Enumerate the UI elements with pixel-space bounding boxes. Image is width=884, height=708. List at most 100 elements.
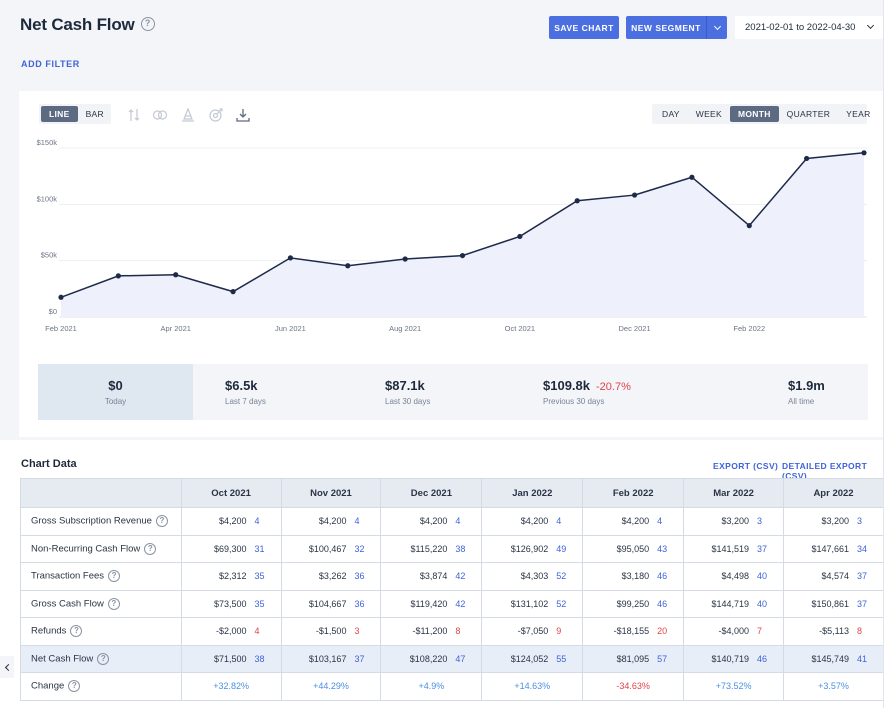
help-icon[interactable]: ?: [107, 597, 120, 610]
stat-today[interactable]: $0 Today: [38, 364, 193, 420]
help-icon[interactable]: ?: [155, 515, 168, 528]
table-cell: $4,200 4: [280, 507, 382, 536]
cell-count-link[interactable]: 32: [354, 543, 365, 554]
cell-count-link[interactable]: 37: [354, 653, 365, 664]
cell-count-link[interactable]: 46: [757, 653, 768, 664]
cell-count-link[interactable]: 8: [857, 626, 863, 637]
cell-count-link[interactable]: 52: [556, 598, 567, 609]
stat-last-30-days[interactable]: $87.1k Last 30 days: [348, 364, 511, 420]
table-header-row: Oct 2021 Nov 2021 Dec 2021 Jan 2022 Feb 2022…: [20, 478, 884, 508]
cell-count-link[interactable]: 3: [354, 626, 360, 637]
change-cell: +73.52%: [683, 672, 785, 701]
cell-count-link[interactable]: 40: [757, 571, 768, 582]
target-icon[interactable]: [208, 107, 224, 123]
cell-count-link[interactable]: 55: [556, 653, 567, 664]
cell-count-link[interactable]: 9: [556, 626, 562, 637]
help-icon[interactable]: ?: [108, 570, 121, 583]
cell-count-link[interactable]: 42: [455, 571, 466, 582]
y-tick-label: $50k: [41, 251, 58, 260]
stat-last-7-days[interactable]: $6.5k Last 7 days: [193, 364, 348, 420]
data-point: [230, 289, 236, 295]
goal-icon[interactable]: [180, 107, 196, 123]
cell-count-link[interactable]: 46: [657, 598, 668, 609]
cell-count-link[interactable]: 4: [556, 516, 562, 527]
stat-all-time[interactable]: $1.9m All time: [718, 364, 868, 420]
cell-amount: $3,200: [821, 516, 849, 527]
cell-amount: $4,200: [318, 516, 347, 527]
cell-count-link[interactable]: 35: [254, 598, 265, 609]
table-cell: $3,874 42: [380, 562, 483, 591]
row-label-text: Non-Recurring Cash Flow: [31, 543, 141, 555]
cell-count-link[interactable]: 4: [254, 516, 260, 527]
help-icon[interactable]: ?: [68, 680, 81, 693]
cell-count-link[interactable]: 7: [757, 626, 763, 637]
cell-count-link[interactable]: 52: [556, 571, 567, 582]
cell-count-link[interactable]: 4: [657, 516, 663, 527]
cell-count-link[interactable]: 3: [757, 516, 763, 527]
data-point: [861, 150, 867, 156]
new-segment-dropdown-button[interactable]: [706, 16, 727, 39]
cell-count-link[interactable]: 20: [657, 626, 668, 637]
cell-count-link[interactable]: 38: [254, 653, 265, 664]
cell-count-link[interactable]: 57: [657, 653, 668, 664]
scroll-left-button[interactable]: [0, 656, 14, 678]
table-cell: $71,500 38: [180, 644, 282, 673]
sort-icon[interactable]: [126, 107, 142, 123]
help-icon[interactable]: ?: [140, 16, 155, 31]
cell-count-link[interactable]: 34: [857, 543, 868, 554]
cell-count-link[interactable]: 8: [455, 626, 461, 637]
download-icon[interactable]: [235, 107, 251, 123]
row-label-text: Gross Subscription Revenue: [31, 515, 152, 527]
table-row: Gross Subscription Revenue? $4,200 4 $4,200…: [20, 507, 884, 536]
cell-count-link[interactable]: 37: [857, 598, 868, 609]
cell-count-link[interactable]: 36: [354, 598, 365, 609]
x-tick-label: Dec 2021: [619, 324, 651, 333]
y-tick-label: $150k: [37, 138, 58, 147]
stat-previous-30-days[interactable]: $109.8k -20.7% Previous 30 days: [511, 364, 718, 420]
cell-count-link[interactable]: 41: [857, 653, 868, 664]
stat-label: Today: [104, 397, 127, 406]
help-icon[interactable]: ?: [97, 652, 110, 665]
cell-amount: $126,902: [510, 543, 549, 554]
cell-count-link[interactable]: 36: [354, 571, 365, 582]
period-quarter[interactable]: QUARTER: [786, 109, 831, 119]
new-segment-button[interactable]: NEW SEGMENT: [626, 16, 706, 39]
add-filter-link[interactable]: ADD FILTER: [21, 59, 80, 69]
chart-type-line[interactable]: LINE: [41, 106, 78, 122]
cell-count-link[interactable]: 40: [757, 598, 768, 609]
export-csv-link[interactable]: EXPORT (CSV): [713, 461, 779, 471]
cell-count-link[interactable]: 31: [254, 543, 265, 554]
data-point: [287, 255, 294, 261]
period-year[interactable]: YEAR: [846, 109, 871, 119]
cell-count-link[interactable]: 42: [455, 598, 466, 609]
cell-count-link[interactable]: 4: [254, 626, 260, 637]
date-range-picker[interactable]: 2021-02-01 to 2022-04-30: [735, 16, 883, 39]
table-cell: $4,200 4: [481, 507, 584, 536]
cell-count-link[interactable]: 35: [254, 571, 265, 582]
row-label: Gross Cash Flow?: [20, 589, 182, 618]
cell-count-link[interactable]: 37: [757, 543, 768, 554]
period-week[interactable]: WEEK: [695, 109, 722, 119]
detailed-export-csv-link[interactable]: DETAILED EXPORT (CSV): [782, 461, 868, 481]
chart-type-bar[interactable]: BAR: [85, 109, 104, 119]
cell-count-link[interactable]: 4: [354, 516, 360, 527]
table-row: Gross Cash Flow? $73,500 35 $104,667 36 $119,…: [20, 589, 884, 618]
cell-amount: $3,200: [721, 516, 750, 527]
help-icon[interactable]: ?: [144, 542, 157, 555]
cell-count-link[interactable]: 4: [455, 516, 461, 527]
period-day[interactable]: DAY: [662, 109, 680, 119]
period-month[interactable]: MONTH: [729, 106, 779, 122]
column-header: Apr 2022: [783, 478, 884, 508]
cell-count-link[interactable]: 46: [657, 571, 668, 582]
cell-count-link[interactable]: 47: [455, 653, 466, 664]
save-chart-button[interactable]: SAVE CHART: [549, 16, 619, 39]
cell-amount: $3,874: [419, 571, 448, 582]
cell-count-link[interactable]: 49: [556, 543, 567, 554]
cell-amount: $4,303: [520, 571, 549, 582]
cell-count-link[interactable]: 38: [455, 543, 466, 554]
cell-count-link[interactable]: 3: [857, 516, 863, 527]
compare-icon[interactable]: [152, 107, 168, 123]
cell-count-link[interactable]: 43: [657, 543, 668, 554]
help-icon[interactable]: ?: [70, 625, 83, 638]
cell-count-link[interactable]: 37: [857, 571, 868, 582]
